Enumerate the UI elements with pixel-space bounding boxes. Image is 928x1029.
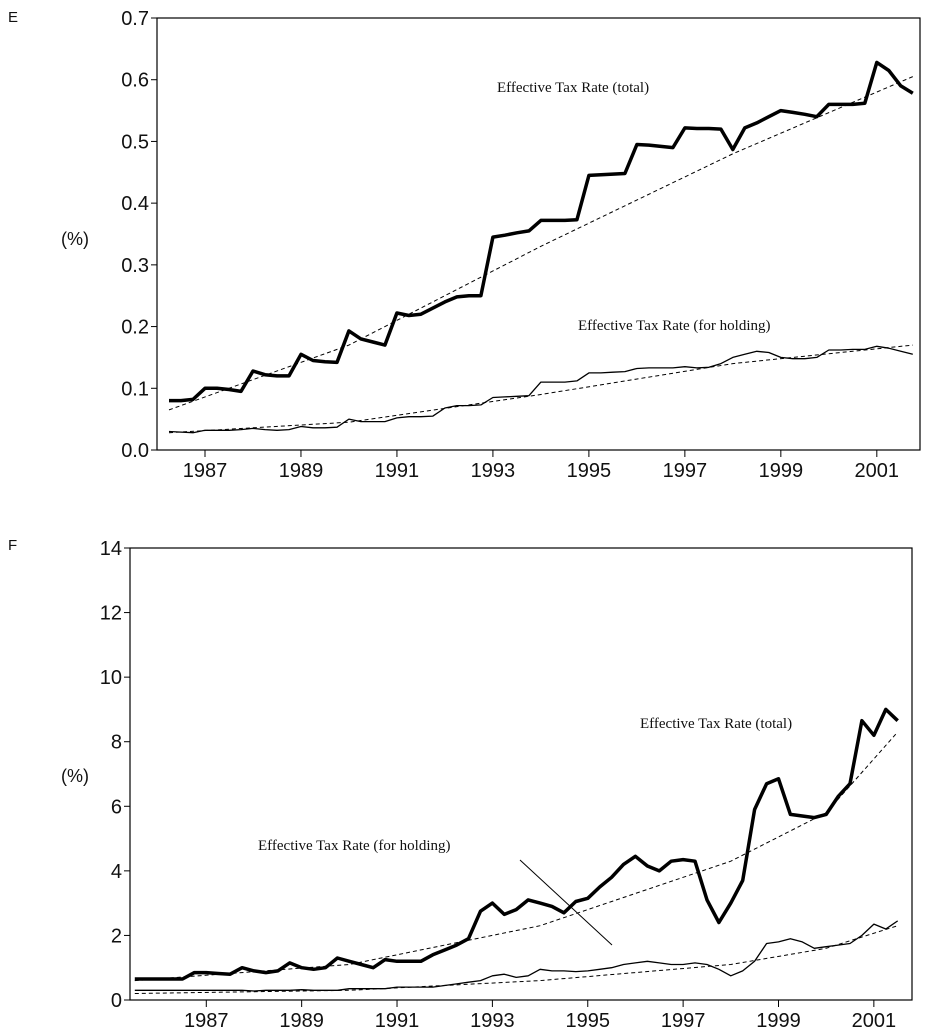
y-tick-label: 0.3 [121,255,149,277]
x-tick-label: 1989 [279,460,324,482]
y-tick-label: 0.7 [121,8,149,30]
series-line [168,345,913,434]
x-tick-label: 1991 [375,460,420,482]
annotation-leader [519,859,613,946]
trend-line [134,925,898,994]
trend-line [134,731,899,982]
series-annotation: Effective Tax Rate (for holding) [258,838,451,854]
x-tick-label: 1997 [663,460,708,482]
x-tick-label: 1987 [183,460,228,482]
series-annotation: Effective Tax Rate (total) [497,80,649,96]
y-tick-label: 8 [111,732,122,754]
series-line [134,707,899,981]
y-tick-label: 12 [100,603,122,625]
y-tick-label: 0.2 [121,317,149,339]
y-tick-label: 0.0 [121,440,149,462]
x-tick-label: 1997 [661,1010,706,1029]
y-tick-label: 10 [100,667,122,689]
plot-frame [129,547,913,1001]
y-tick-label: 0.4 [121,193,149,215]
panel-label: F [8,537,17,554]
x-tick-label: 1999 [759,460,804,482]
series-line [169,60,914,403]
series-annotation: Effective Tax Rate (total) [640,716,792,732]
y-tick-label: 0.1 [121,378,149,400]
panel-label: E [8,9,18,26]
series-annotation: Effective Tax Rate (for holding) [578,318,771,334]
y-tick-label: 6 [111,796,122,818]
trend-line [168,344,913,434]
y-tick-label: 4 [111,861,122,883]
plot-frame [156,17,921,451]
y-axis-label: (%) [61,766,89,786]
x-tick-label: 1995 [567,460,612,482]
x-tick-label: 1993 [470,1010,515,1029]
x-tick-label: 1989 [279,1010,324,1029]
x-tick-label: 1999 [756,1010,801,1029]
trend-line [168,76,913,411]
y-tick-label: 0.5 [121,131,149,153]
x-tick-label: 2001 [852,1010,897,1029]
y-tick-label: 0.6 [121,70,149,92]
x-tick-label: 1993 [471,460,516,482]
x-tick-label: 1987 [184,1010,229,1029]
x-tick-label: 2001 [855,460,900,482]
x-tick-label: 1991 [375,1010,420,1029]
x-tick-label: 1995 [566,1010,611,1029]
y-tick-label: 2 [111,925,122,947]
y-tick-label: 0 [111,990,122,1012]
y-axis-label: (%) [61,229,89,249]
y-tick-label: 14 [100,538,122,560]
series-line [134,920,899,992]
